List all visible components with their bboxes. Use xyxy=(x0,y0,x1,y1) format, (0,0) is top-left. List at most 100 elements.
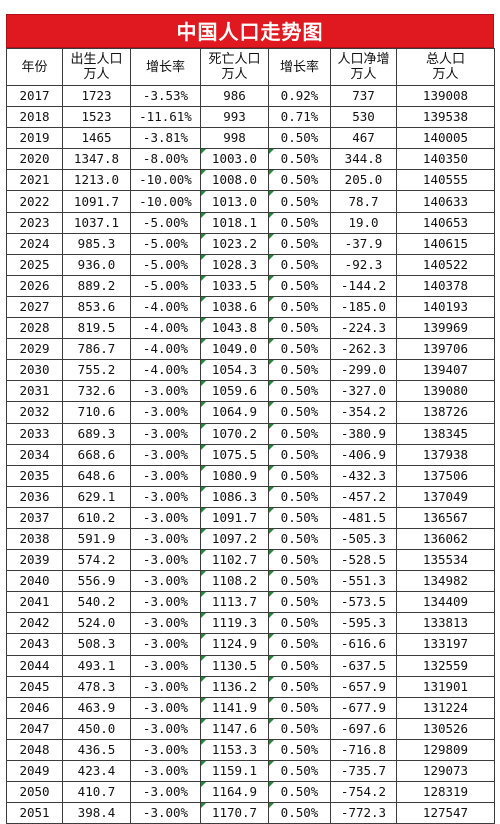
births-cell: 629.1 xyxy=(62,485,131,508)
net-increase-cell: -354.2 xyxy=(330,401,397,424)
death-rate-cell: 0.50% xyxy=(268,422,331,445)
year-cell: 2031 xyxy=(6,380,63,403)
net-increase-cell: -327.0 xyxy=(330,380,397,403)
net-increase-cell: -262.3 xyxy=(330,338,397,361)
births-cell: 853.6 xyxy=(62,295,131,319)
total-cell: 130526 xyxy=(396,717,495,740)
total-cell: 140522 xyxy=(396,253,495,276)
birth-rate-cell: -3.00% xyxy=(130,591,201,614)
births-cell: 478.3 xyxy=(62,675,131,698)
birth-rate-cell: -3.00% xyxy=(130,422,201,445)
year-cell: 2043 xyxy=(6,633,63,656)
deaths-cell: 1091.7 xyxy=(200,506,269,529)
birth-rate-cell: -4.00% xyxy=(130,317,201,340)
net-increase-cell: 205.0 xyxy=(330,169,397,192)
table-row: 2042 524.0 -3.00% 1119.3 0.50% -595.3 133813 xyxy=(6,612,495,635)
deaths-cell: 1141.9 xyxy=(200,696,269,719)
deaths-cell: 1159.1 xyxy=(200,759,269,783)
deaths-cell: 1124.9 xyxy=(200,633,269,656)
births-cell: 668.6 xyxy=(62,443,131,466)
death-rate-cell: 0.50% xyxy=(268,359,331,382)
net-increase-cell: -528.5 xyxy=(330,549,397,572)
total-cell: 140378 xyxy=(396,274,495,297)
death-rate-cell: 0.50% xyxy=(268,802,331,824)
births-cell: 574.2 xyxy=(62,549,131,572)
header-birth-growth-rate: 增长率 xyxy=(130,48,201,86)
year-cell: 2025 xyxy=(6,253,63,276)
net-increase-cell: -299.0 xyxy=(330,359,397,382)
birth-rate-cell: -3.81% xyxy=(130,127,201,150)
year-cell: 2026 xyxy=(6,274,63,297)
birth-rate-cell: -3.00% xyxy=(130,654,201,677)
deaths-cell: 1097.2 xyxy=(200,527,269,551)
total-cell: 137049 xyxy=(396,485,495,508)
death-rate-cell: 0.50% xyxy=(268,274,331,297)
year-cell: 2036 xyxy=(6,485,63,508)
death-rate-cell: 0.50% xyxy=(268,633,331,656)
net-increase-cell: 78.7 xyxy=(330,190,397,213)
net-increase-cell: -735.7 xyxy=(330,759,397,783)
table-row: 2029 786.7 -4.00% 1049.0 0.50% -262.3 139706 xyxy=(6,338,495,361)
header-net-increase: 人口净增 万人 xyxy=(330,48,397,86)
net-increase-cell: -92.3 xyxy=(330,253,397,276)
death-rate-cell: 0.50% xyxy=(268,738,331,762)
net-increase-cell: -380.9 xyxy=(330,422,397,445)
table-row: 2046 463.9 -3.00% 1141.9 0.50% -677.9 131224 xyxy=(6,696,495,719)
net-increase-cell: -406.9 xyxy=(330,443,397,466)
birth-rate-cell: -3.00% xyxy=(130,612,201,635)
year-cell: 2024 xyxy=(6,232,63,255)
net-increase-cell: -697.6 xyxy=(330,717,397,740)
births-cell: 410.7 xyxy=(62,781,131,804)
birth-rate-cell: -3.00% xyxy=(130,633,201,656)
birth-rate-cell: -3.00% xyxy=(130,464,201,487)
net-increase-cell: -224.3 xyxy=(330,317,397,340)
births-cell: 755.2 xyxy=(62,359,131,382)
table-row: 2032 710.6 -3.00% 1064.9 0.50% -354.2 138726 xyxy=(6,401,495,424)
deaths-cell: 1023.2 xyxy=(200,232,269,255)
year-cell: 2019 xyxy=(6,127,63,150)
births-cell: 556.9 xyxy=(62,570,131,593)
total-cell: 129073 xyxy=(396,759,495,783)
table-row: 2036 629.1 -3.00% 1086.3 0.50% -457.2 137049 xyxy=(6,485,495,508)
net-increase-cell: -573.5 xyxy=(330,591,397,614)
birth-rate-cell: -5.00% xyxy=(130,211,201,234)
table-row: 2034 668.6 -3.00% 1075.5 0.50% -406.9 137938 xyxy=(6,443,495,466)
table-title: 中国人口走势图 xyxy=(6,14,494,48)
year-cell: 2041 xyxy=(6,591,63,614)
birth-rate-cell: -3.00% xyxy=(130,696,201,719)
net-increase-cell: 737 xyxy=(330,84,397,108)
total-cell: 137938 xyxy=(396,443,495,466)
total-cell: 131224 xyxy=(396,696,495,719)
header-row: 年份 出生人口 万人 增长率 死亡人口 万人 增长率 人口净增 万人 总人口 万人 xyxy=(6,48,495,86)
death-rate-cell: 0.50% xyxy=(268,759,331,783)
births-cell: 710.6 xyxy=(62,401,131,424)
deaths-cell: 1008.0 xyxy=(200,169,269,192)
year-cell: 2039 xyxy=(6,549,63,572)
population-table-container: 中国人口走势图 年份 出生人口 万人 增长率 死亡人口 万人 增长率 人口净增 万人 … xyxy=(6,14,495,824)
net-increase-cell: -144.2 xyxy=(330,274,397,297)
births-cell: 591.9 xyxy=(62,527,131,551)
deaths-cell: 1170.7 xyxy=(200,802,269,824)
table-row: 2025 936.0 -5.00% 1028.3 0.50% -92.3 140522 xyxy=(6,253,495,276)
net-increase-cell: 344.8 xyxy=(330,148,397,171)
year-cell: 2033 xyxy=(6,422,63,445)
death-rate-cell: 0.50% xyxy=(268,675,331,698)
deaths-cell: 1033.5 xyxy=(200,274,269,297)
total-cell: 139706 xyxy=(396,338,495,361)
birth-rate-cell: -3.00% xyxy=(130,802,201,824)
births-cell: 889.2 xyxy=(62,274,131,297)
deaths-cell: 1064.9 xyxy=(200,401,269,424)
birth-rate-cell: -3.00% xyxy=(130,380,201,403)
births-cell: 936.0 xyxy=(62,253,131,276)
total-cell: 140005 xyxy=(396,127,495,150)
death-rate-cell: 0.50% xyxy=(268,338,331,361)
table-row: 2030 755.2 -4.00% 1054.3 0.50% -299.0 139407 xyxy=(6,359,495,382)
header-total-population: 总人口 万人 xyxy=(396,48,495,86)
deaths-cell: 1049.0 xyxy=(200,338,269,361)
birth-rate-cell: -4.00% xyxy=(130,359,201,382)
table-row: 2041 540.2 -3.00% 1113.7 0.50% -573.5 134409 xyxy=(6,591,495,614)
births-cell: 524.0 xyxy=(62,612,131,635)
year-cell: 2028 xyxy=(6,317,63,340)
deaths-cell: 1080.9 xyxy=(200,464,269,487)
table-row: 2040 556.9 -3.00% 1108.2 0.50% -551.3 134982 xyxy=(6,570,495,593)
